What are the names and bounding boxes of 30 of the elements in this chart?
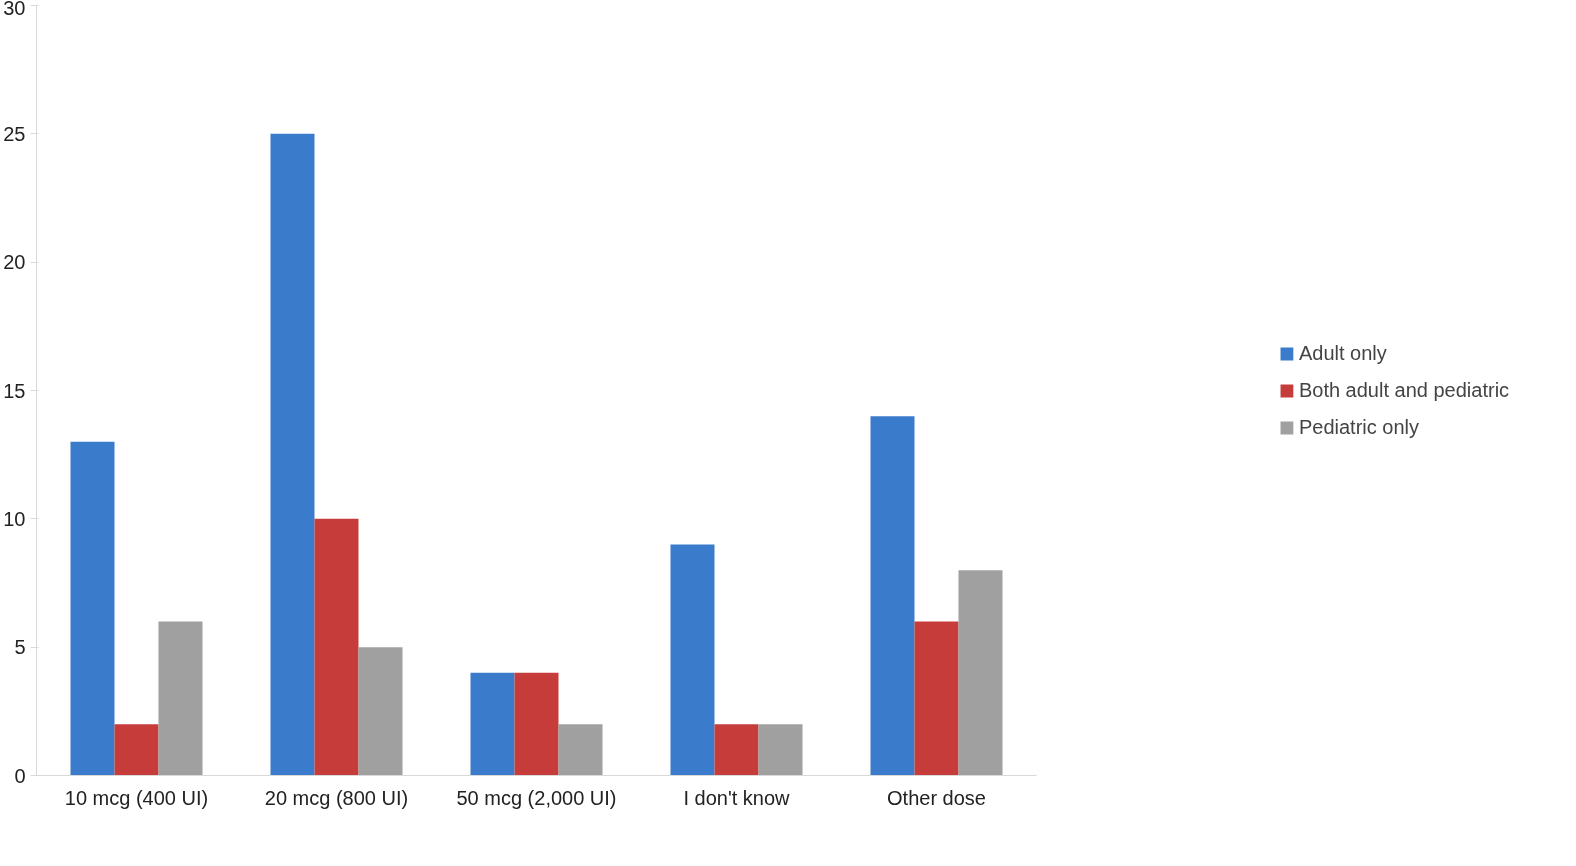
x-tick-label: 10 mcg (400 UI)	[64, 786, 209, 809]
bar	[314, 518, 359, 776]
bar	[470, 672, 515, 776]
bar	[70, 441, 115, 776]
x-tick-label: 50 mcg (2,000 UI)	[456, 786, 617, 809]
x-tick-label: I don't know	[683, 786, 791, 809]
legend-label: Adult only	[1298, 341, 1387, 365]
y-tick-label: 15	[3, 379, 26, 402]
y-tick-label: 0	[14, 764, 26, 787]
x-tick-label: 20 mcg (800 UI)	[264, 786, 409, 809]
bar	[670, 544, 715, 776]
bar	[514, 672, 559, 776]
y-tick-label: 25	[3, 122, 26, 145]
bar	[714, 724, 759, 776]
bar	[558, 724, 603, 776]
bar	[114, 724, 159, 776]
x-tick-label: Other dose	[887, 786, 986, 809]
bar	[870, 416, 915, 776]
y-tick-label: 10	[3, 507, 26, 530]
legend-label: Pediatric only	[1298, 415, 1419, 439]
bar	[270, 133, 315, 776]
y-tick-label: 5	[14, 636, 26, 659]
bar	[914, 621, 959, 776]
legend-label: Both adult and pediatric	[1298, 378, 1510, 402]
bar	[158, 621, 203, 776]
y-tick-label: 30	[3, 0, 26, 19]
bar	[758, 724, 803, 776]
bar	[958, 570, 1003, 776]
bar	[358, 647, 403, 776]
y-tick-label: 20	[3, 251, 26, 274]
